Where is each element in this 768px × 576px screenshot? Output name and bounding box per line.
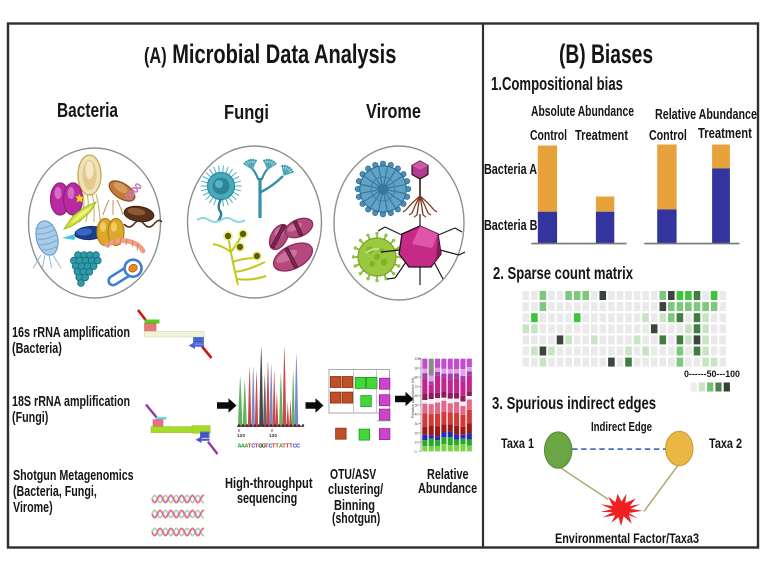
svg-text:Relative abundance (%): Relative abundance (%) bbox=[411, 377, 415, 418]
svg-text:A: A bbox=[241, 444, 245, 450]
svg-text:T: T bbox=[282, 444, 286, 450]
svg-text:T: T bbox=[286, 444, 290, 450]
svg-text:130: 130 bbox=[269, 433, 277, 439]
svg-text:120: 120 bbox=[237, 433, 245, 439]
svg-text:C: C bbox=[251, 444, 255, 450]
svg-text:20: 20 bbox=[415, 431, 419, 435]
svg-text:T: T bbox=[289, 444, 293, 450]
svg-text:C: C bbox=[269, 444, 273, 450]
svg-text:90: 90 bbox=[415, 366, 419, 370]
svg-text:0: 0 bbox=[415, 450, 417, 454]
svg-text:A: A bbox=[244, 444, 248, 450]
svg-text:10: 10 bbox=[415, 441, 419, 445]
svg-text:T: T bbox=[272, 444, 276, 450]
svg-text:G: G bbox=[258, 444, 262, 450]
svg-text:T: T bbox=[255, 444, 259, 450]
svg-text:70: 70 bbox=[415, 385, 419, 389]
svg-text:30: 30 bbox=[415, 422, 419, 426]
svg-text:C: C bbox=[296, 444, 300, 450]
svg-text:T: T bbox=[275, 444, 279, 450]
svg-text:T: T bbox=[265, 444, 269, 450]
svg-text:G: G bbox=[262, 444, 266, 450]
svg-text:100: 100 bbox=[415, 357, 421, 361]
svg-text:50: 50 bbox=[415, 403, 419, 407]
svg-text:A: A bbox=[279, 444, 283, 450]
svg-text:A: A bbox=[238, 444, 242, 450]
svg-text:T: T bbox=[248, 444, 252, 450]
svg-text:60: 60 bbox=[415, 394, 419, 398]
svg-text:C: C bbox=[293, 444, 297, 450]
svg-text:40: 40 bbox=[415, 413, 419, 417]
svg-text:80: 80 bbox=[415, 376, 419, 380]
